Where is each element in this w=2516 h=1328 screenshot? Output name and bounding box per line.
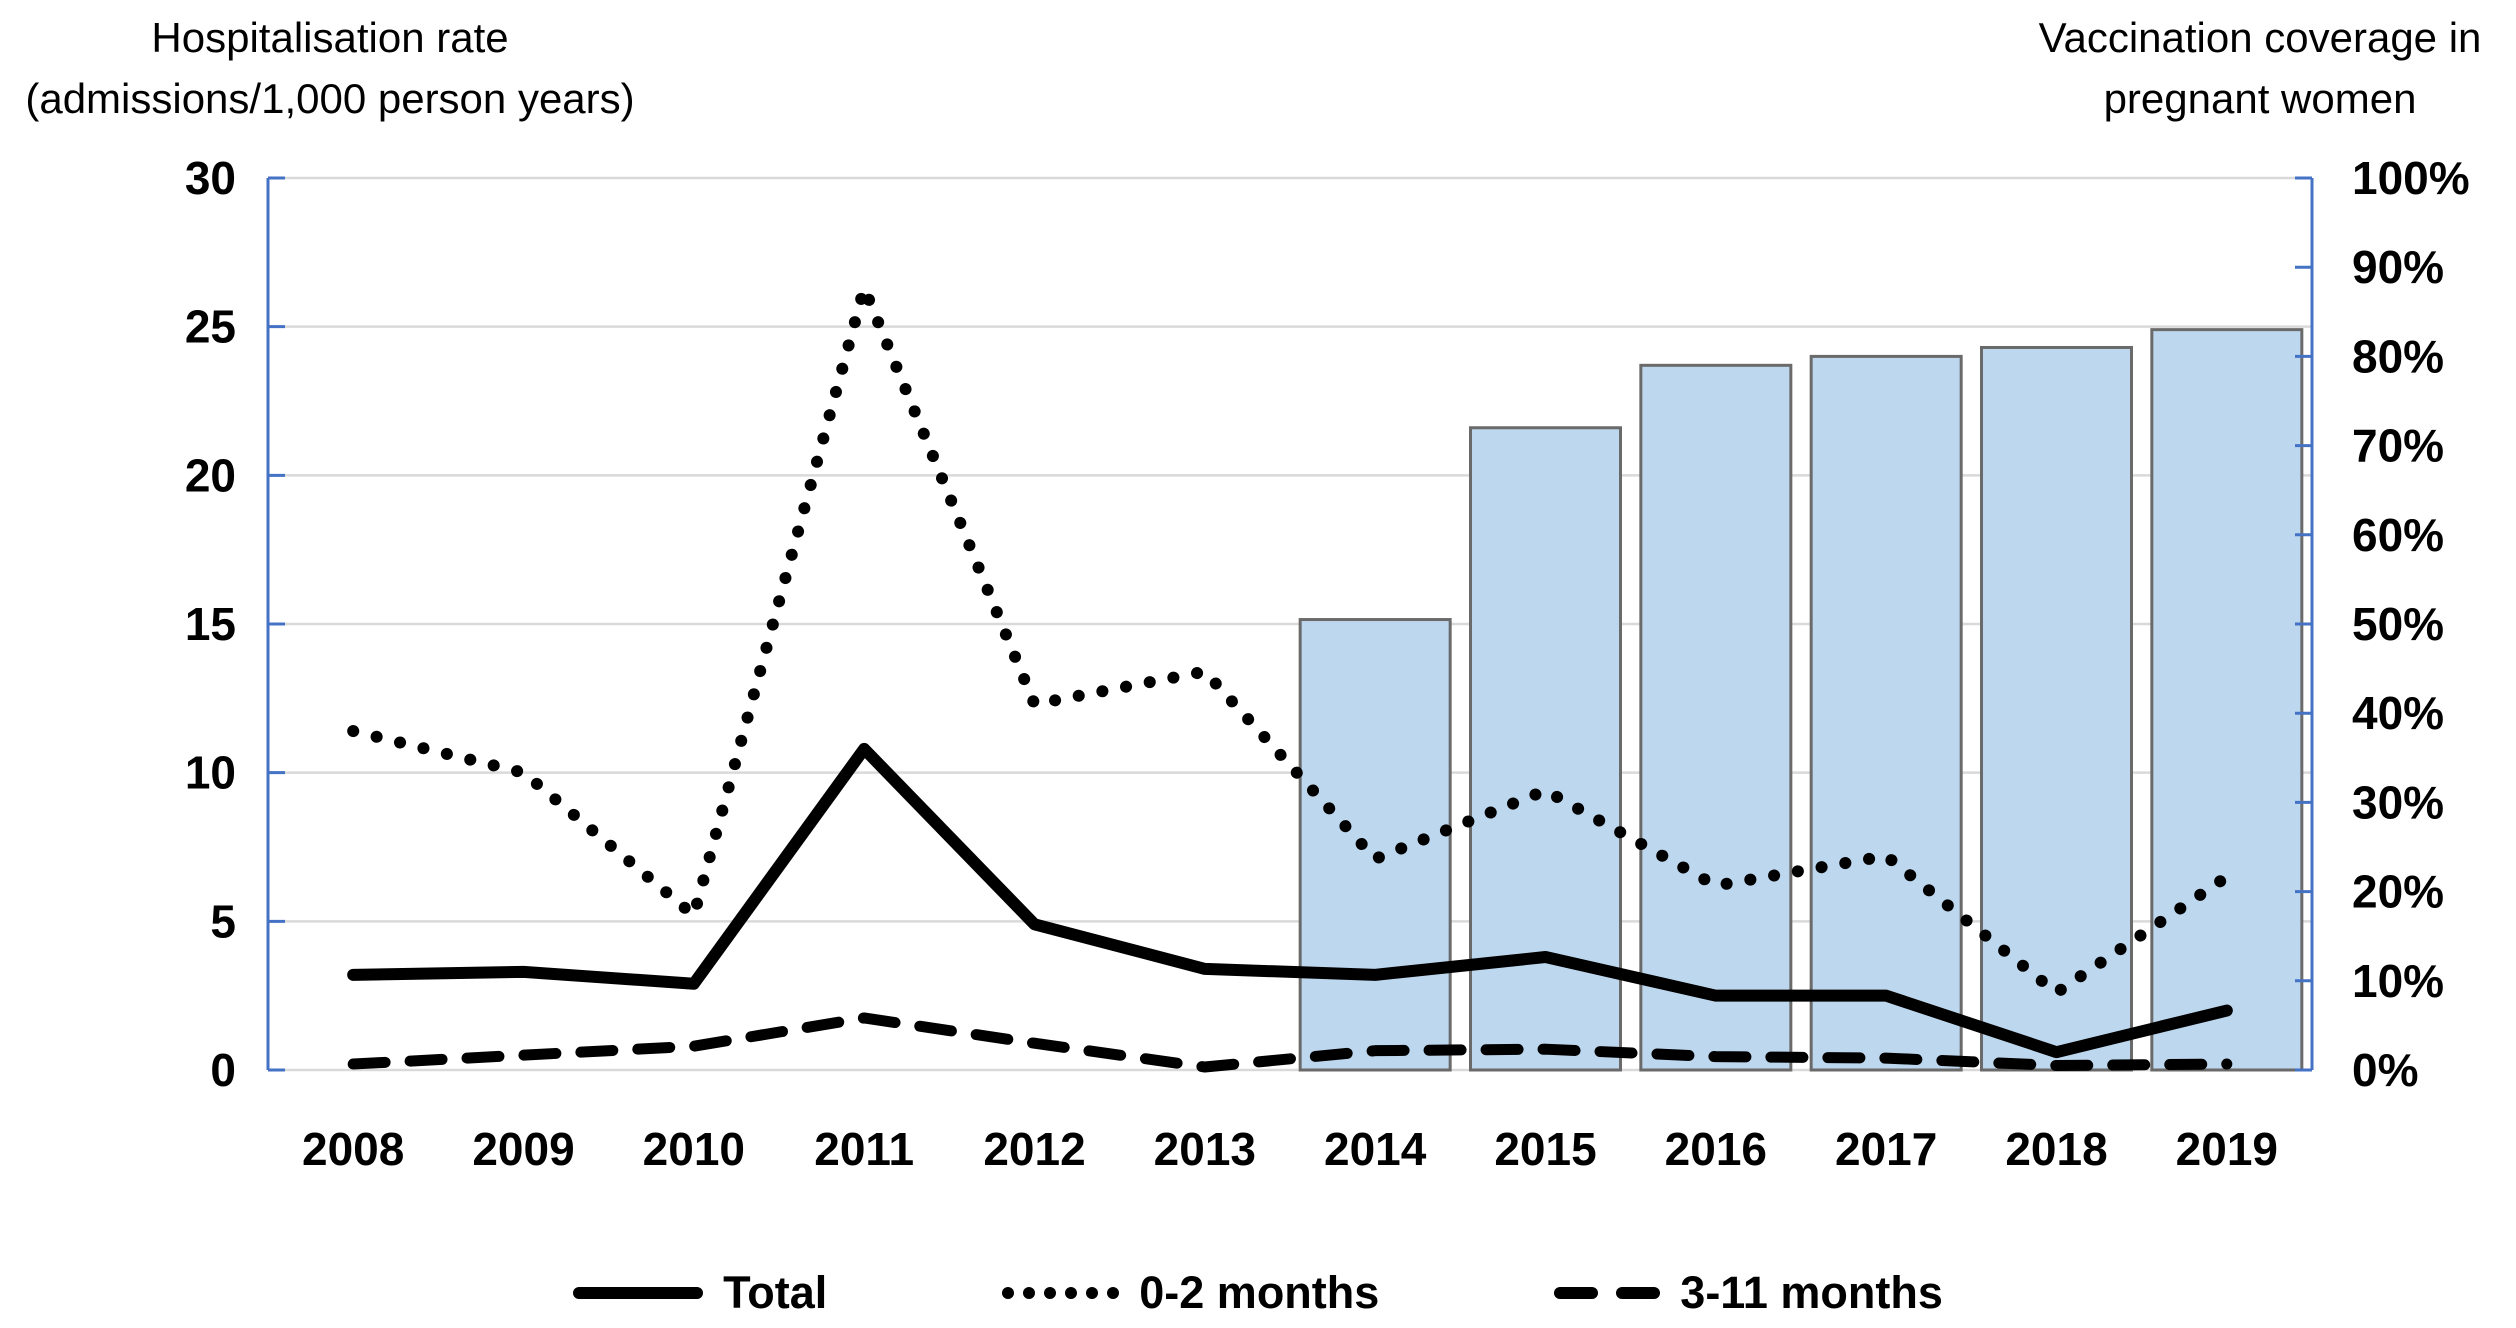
left-axis-title-line2: (admissions/1,000 person years)	[25, 74, 635, 122]
x-axis-label: 2012	[983, 1123, 1085, 1175]
x-axis-label: 2018	[2005, 1123, 2107, 1175]
legend-item-dashed: 3-11 months	[1554, 1267, 1943, 1319]
right-axis-label: 100%	[2352, 152, 2470, 204]
left-axis-label: 20	[185, 449, 236, 501]
legend-label: 3-11 months	[1680, 1267, 1943, 1318]
legend-item-solid: Total	[573, 1267, 827, 1319]
left-axis-title: Hospitalisation rate (admissions/1,000 p…	[0, 8, 660, 130]
x-axis-label: 2010	[643, 1123, 745, 1175]
x-axis-label: 2013	[1154, 1123, 1256, 1175]
right-axis-label: 10%	[2352, 955, 2444, 1007]
right-axis-title: Vaccination coverage in pregnant women	[2010, 8, 2510, 130]
right-axis-label: 0%	[2352, 1044, 2418, 1096]
left-axis-label: 15	[185, 598, 236, 650]
legend-swatch-solid-icon	[573, 1287, 704, 1299]
right-axis-label: 60%	[2352, 509, 2444, 561]
left-axis-label: 25	[185, 301, 236, 353]
left-axis-label: 5	[210, 895, 236, 947]
left-axis-title-line1: Hospitalisation rate	[151, 14, 509, 61]
x-axis-label: 2011	[814, 1123, 914, 1175]
legend-label: Total	[723, 1267, 828, 1318]
left-axis-label: 0	[210, 1044, 236, 1096]
coverage-bar-2014	[1298, 618, 1452, 1072]
x-axis-label: 2019	[2176, 1123, 2278, 1175]
right-axis-title-line2: pregnant women	[2103, 74, 2417, 122]
left-axis-label: 30	[185, 152, 236, 204]
x-axis-label: 2014	[1324, 1123, 1427, 1175]
legend-swatch-dotted-icon	[1002, 1287, 1120, 1299]
right-axis-title-line1: Vaccination coverage in	[2038, 14, 2482, 61]
right-axis-label: 50%	[2352, 598, 2444, 650]
coverage-bar-2017	[1809, 354, 1963, 1072]
legend-label: 0-2 months	[1139, 1267, 1380, 1318]
coverage-bar-2016	[1639, 363, 1793, 1072]
right-axis-label: 90%	[2352, 241, 2444, 293]
legend-swatch-dashed-icon	[1554, 1287, 1661, 1299]
right-axis-label: 70%	[2352, 420, 2444, 472]
legend-item-dotted: 0-2 months	[1002, 1267, 1379, 1319]
legend: Total 0-2 months 3-11 months	[0, 1258, 2516, 1328]
x-axis-label: 2015	[1494, 1123, 1596, 1175]
coverage-bar-2018	[1980, 345, 2133, 1072]
x-axis-label: 2017	[1835, 1123, 1937, 1175]
line-series-dotted	[347, 282, 2233, 999]
x-axis-label: 2008	[302, 1123, 404, 1175]
right-axis-label: 80%	[2352, 330, 2444, 382]
left-axis-label: 10	[185, 747, 236, 799]
line-series-dashed	[347, 1012, 2233, 1073]
right-axis-label: 40%	[2352, 687, 2444, 739]
coverage-bar-2019	[2150, 328, 2304, 1072]
right-axis-label: 30%	[2352, 776, 2444, 828]
x-axis-label: 2016	[1665, 1123, 1767, 1175]
line-series-solid	[347, 742, 2233, 1059]
right-axis-label: 20%	[2352, 866, 2444, 918]
x-axis-label: 2009	[472, 1123, 574, 1175]
